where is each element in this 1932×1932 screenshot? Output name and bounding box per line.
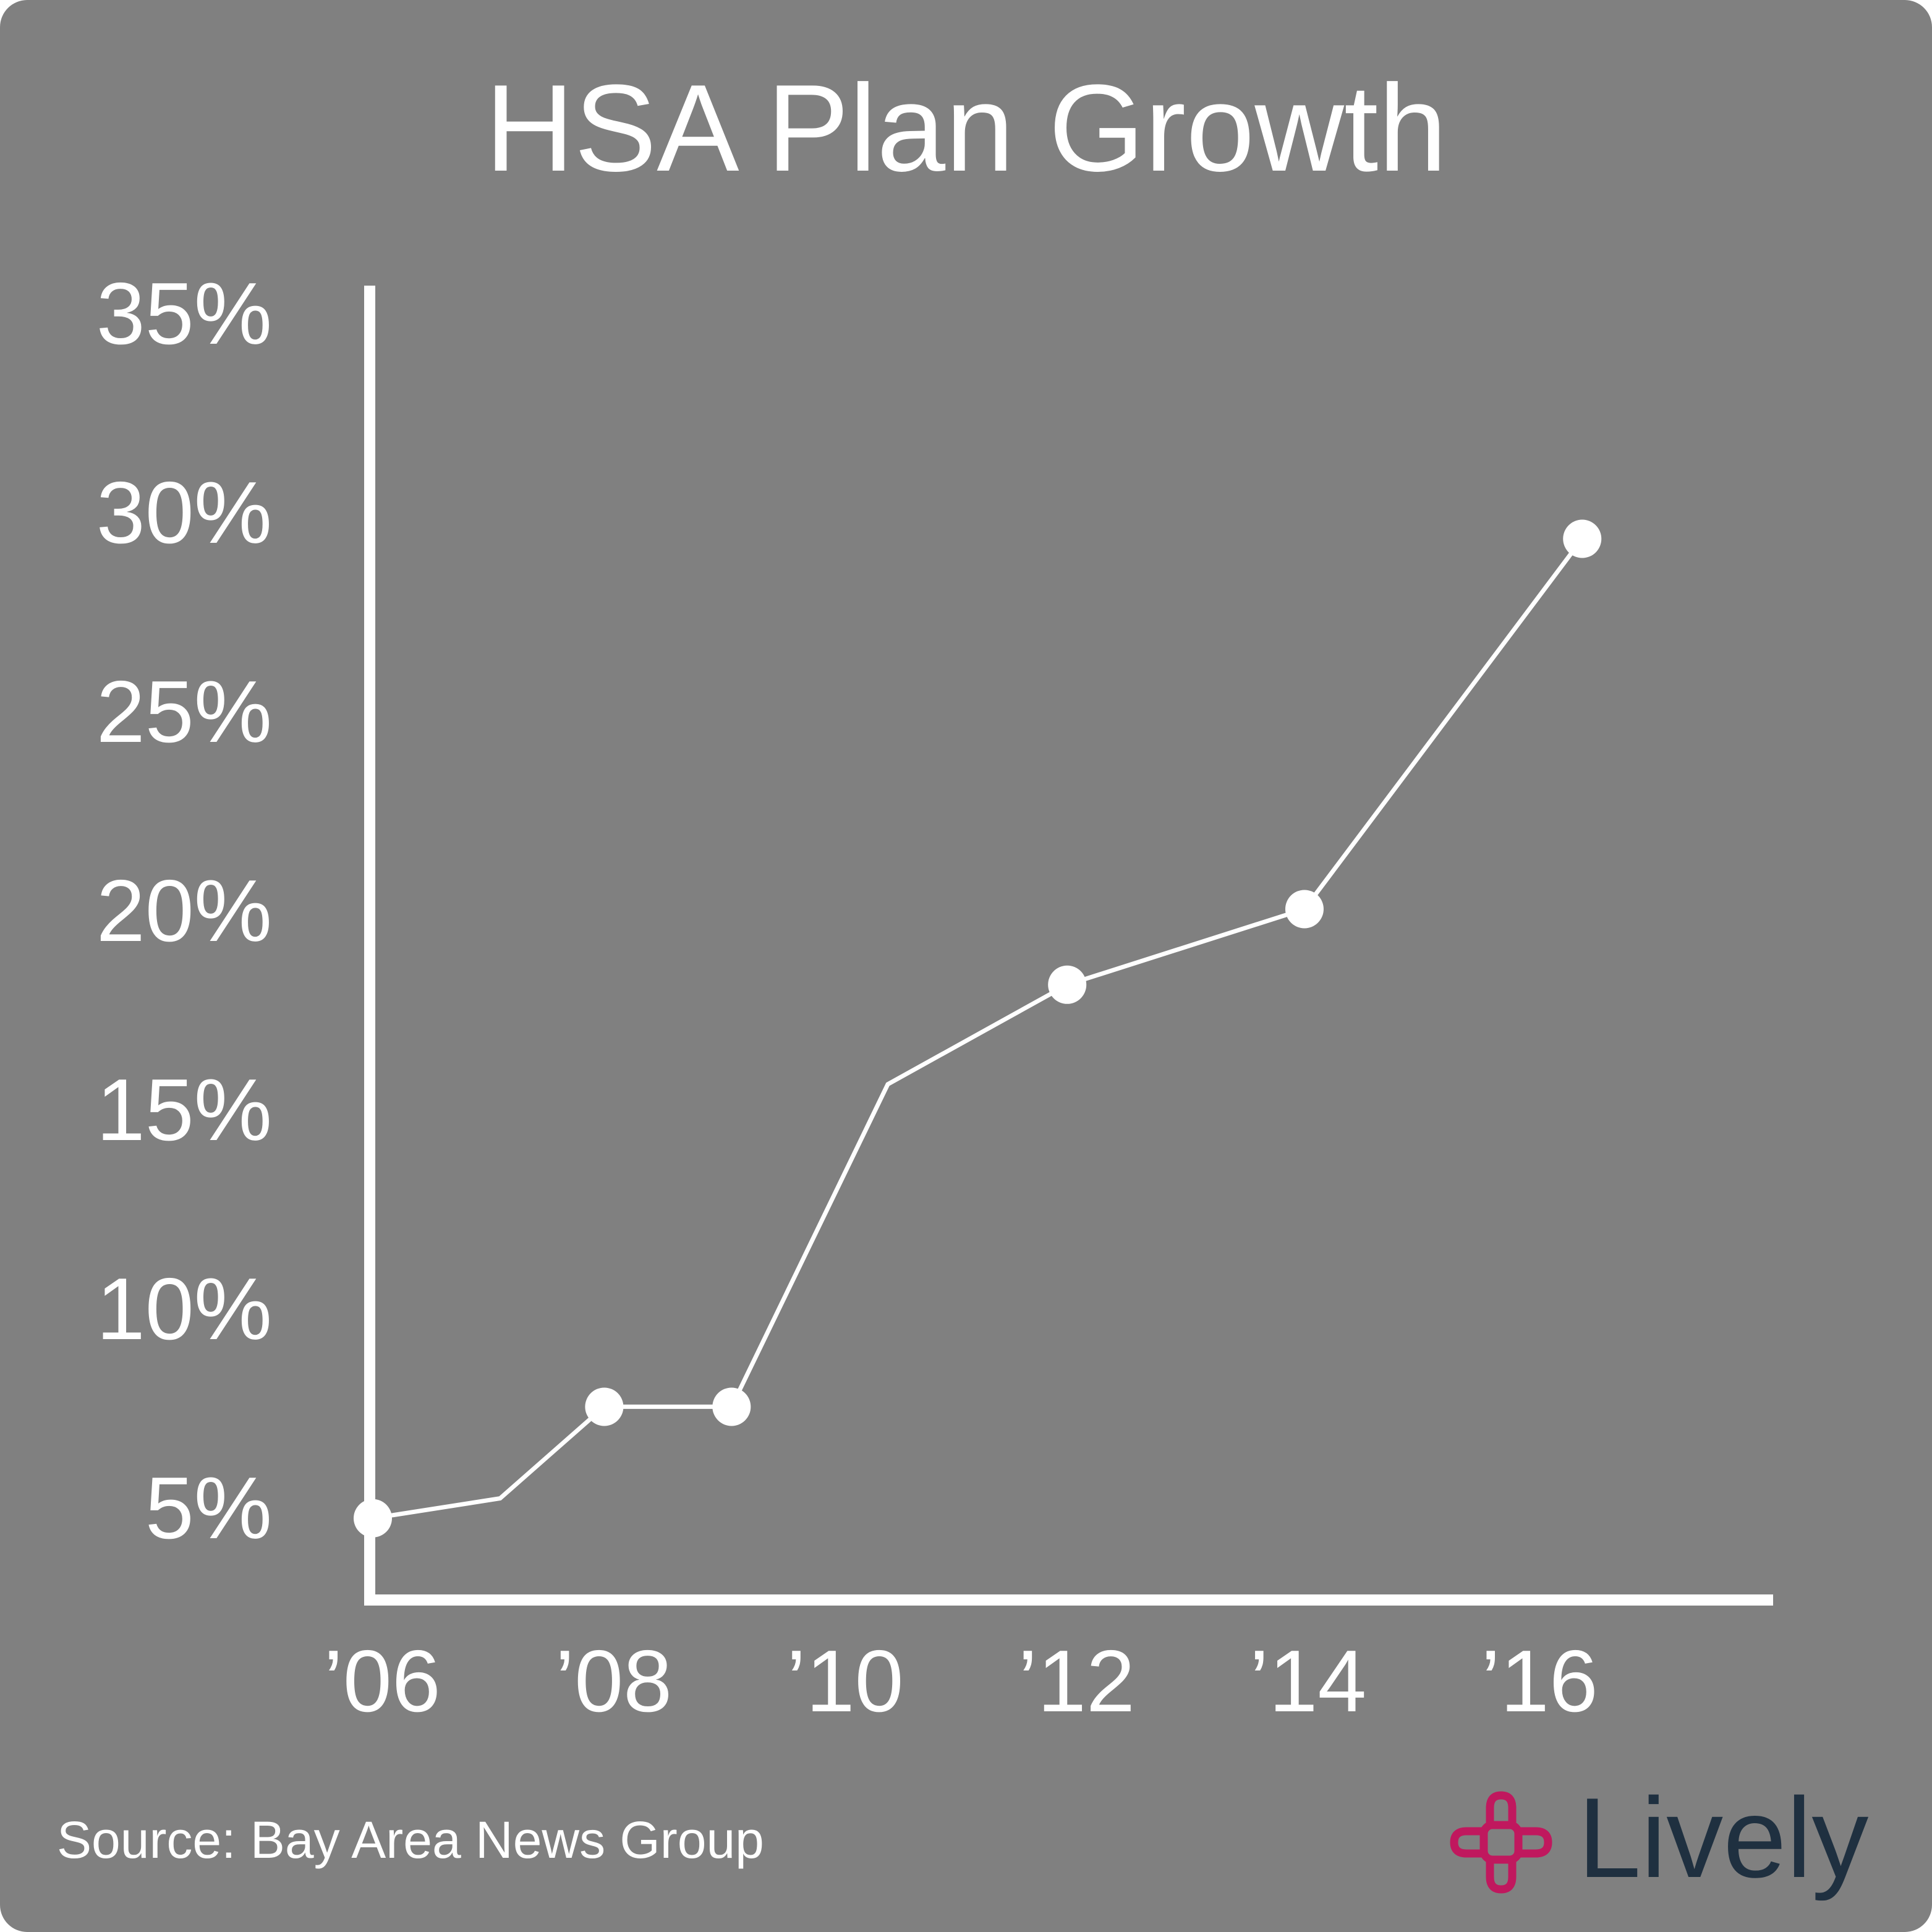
chart-title: HSA Plan Growth — [485, 59, 1447, 197]
x-tick-label: ’14 — [1249, 1632, 1367, 1730]
data-point — [1285, 890, 1324, 929]
interlocking-cross-logo-icon — [1450, 1791, 1552, 1894]
brand-logo: Lively — [1447, 1781, 1868, 1904]
x-tick-label: ’10 — [786, 1632, 904, 1730]
x-tick-label: ’16 — [1481, 1632, 1598, 1730]
y-tick-label: 25% — [96, 663, 272, 761]
tick-labels: 5% 10% 15% 20% 25% 30% 35% ’06 ’08 ’10 ’12 ’14 ’16 — [96, 265, 1598, 1730]
data-point — [1048, 965, 1087, 1004]
brand-wordmark: Lively — [1578, 1774, 1869, 1901]
data-point — [712, 1387, 751, 1426]
x-tick-label: ’06 — [323, 1632, 441, 1730]
y-tick-label: 10% — [96, 1260, 272, 1358]
x-tick-label: ’08 — [555, 1632, 673, 1730]
y-tick-label: 30% — [96, 464, 272, 562]
y-tick-label: 35% — [96, 265, 272, 363]
y-tick-label: 15% — [96, 1061, 272, 1159]
y-tick-label: 5% — [145, 1459, 272, 1557]
axes — [364, 286, 1773, 1606]
series-line — [372, 537, 1584, 1521]
series-line-layer — [372, 537, 1584, 1521]
data-point — [354, 1499, 392, 1538]
source-note: Source: Bay Area News Group — [57, 1811, 764, 1869]
y-tick-label: 20% — [96, 862, 272, 960]
data-point — [1563, 519, 1602, 558]
x-tick-label: ’12 — [1018, 1632, 1135, 1730]
series-points — [354, 519, 1602, 1538]
data-point — [585, 1387, 624, 1426]
